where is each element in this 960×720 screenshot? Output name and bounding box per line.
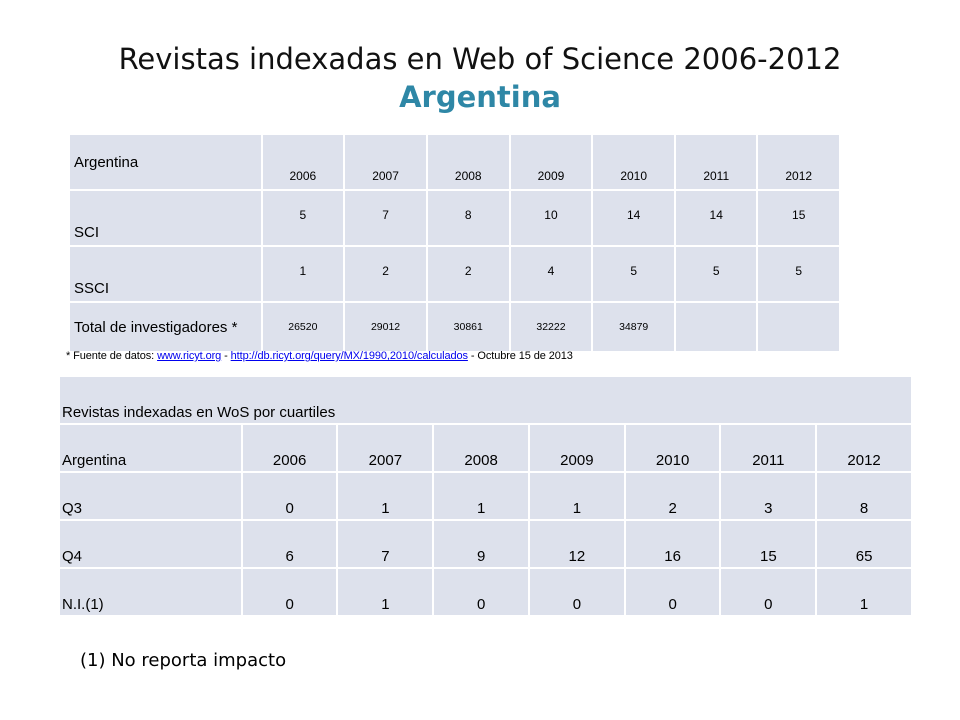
value-cell: 7	[343, 189, 428, 247]
slide-title-country: Argentina	[399, 80, 561, 114]
value-cell: 2	[343, 245, 428, 303]
value-cell: 0	[432, 567, 530, 617]
table-row: N.I.(1) 0 1 0 0 0 0 1	[58, 567, 913, 617]
row-label: N.I.(1)	[58, 567, 243, 617]
value-cell: 14	[591, 189, 677, 247]
value-cell: 5	[260, 189, 346, 247]
source-suffix: - Octubre 15 de 2013	[467, 350, 573, 362]
row-label: Q4	[58, 519, 243, 569]
year-cell: 2008	[425, 133, 511, 191]
value-cell: 0	[240, 471, 339, 521]
year-cell: 2010	[591, 133, 677, 191]
value-cell: 16	[623, 519, 722, 569]
value-cell: 6	[240, 519, 339, 569]
source-separator: -	[221, 350, 231, 362]
value-cell: 65	[815, 519, 913, 569]
table-row: Q4 6 7 9 12 16 15 65	[58, 519, 913, 569]
value-cell: 1	[527, 471, 626, 521]
value-cell: 0	[623, 567, 722, 617]
value-cell: 5	[591, 245, 677, 303]
value-cell: 8	[815, 471, 913, 521]
value-cell: 1	[432, 471, 530, 521]
year-cell: 2012	[815, 423, 913, 473]
value-cell: 1	[260, 245, 346, 303]
slide-title: Revistas indexadas en Web of Science 200…	[0, 40, 960, 116]
value-cell: 1	[336, 471, 435, 521]
year-cell: 2007	[336, 423, 435, 473]
value-cell: 30861	[425, 301, 511, 353]
value-cell: 0	[240, 567, 339, 617]
value-cell: 15	[719, 519, 818, 569]
value-cell: 0	[719, 567, 818, 617]
sci-ssci-table: Argentina 2006 2007 2008 2009 2010 2011 …	[68, 133, 841, 353]
value-cell: 34879	[591, 301, 677, 353]
value-cell: 7	[336, 519, 435, 569]
year-cell: 2009	[508, 133, 594, 191]
value-cell	[674, 301, 759, 353]
ricyt-link[interactable]: www.ricyt.org	[157, 350, 222, 362]
row-label: SSCI	[68, 245, 263, 303]
year-cell: 2010	[623, 423, 722, 473]
table-header-row: Argentina 2006 2007 2008 2009 2010 2011 …	[58, 423, 913, 473]
slide-title-main: Revistas indexadas en Web of Science 200…	[118, 42, 842, 76]
year-cell: 2011	[674, 133, 759, 191]
value-cell	[756, 301, 841, 353]
value-cell: 5	[756, 245, 841, 303]
year-cell: 2009	[527, 423, 626, 473]
value-cell: 5	[674, 245, 759, 303]
value-cell: 3	[719, 471, 818, 521]
year-cell: 2012	[756, 133, 841, 191]
year-cell: 2006	[260, 133, 346, 191]
value-cell: 2	[623, 471, 722, 521]
table-row: SSCI 1 2 2 4 5 5 5	[68, 245, 841, 303]
year-cell: 2011	[719, 423, 818, 473]
value-cell: 29012	[343, 301, 428, 353]
value-cell: 12	[527, 519, 626, 569]
value-cell: 4	[508, 245, 594, 303]
row-label: Total de investigadores *	[68, 301, 263, 353]
value-cell: 1	[815, 567, 913, 617]
year-cell: 2008	[432, 423, 530, 473]
table-row: Q3 0 1 1 1 2 3 8	[58, 471, 913, 521]
value-cell: 26520	[260, 301, 346, 353]
value-cell: 14	[674, 189, 759, 247]
table-row: SCI 5 7 8 10 14 14 15	[68, 189, 841, 247]
row-label: Q3	[58, 471, 243, 521]
value-cell: 8	[425, 189, 511, 247]
value-cell: 0	[527, 567, 626, 617]
source-prefix: * Fuente de datos:	[66, 350, 158, 362]
table-header-label: Argentina	[58, 423, 243, 473]
table-caption-row: Revistas indexadas en WoS por cuartiles	[58, 375, 913, 425]
value-cell: 32222	[508, 301, 594, 353]
value-cell: 9	[432, 519, 530, 569]
year-cell: 2007	[343, 133, 428, 191]
row-label: SCI	[68, 189, 263, 247]
table-header-label: Argentina	[68, 133, 263, 191]
impact-footnote: (1) No reporta impacto	[80, 650, 287, 671]
table-caption: Revistas indexadas en WoS por cuartiles	[58, 375, 913, 425]
ricyt-query-link[interactable]: http://db.ricyt.org/query/MX/1990,2010/c…	[230, 350, 468, 362]
table-header-row: Argentina 2006 2007 2008 2009 2010 2011 …	[68, 133, 841, 191]
value-cell: 2	[425, 245, 511, 303]
quartiles-table: Revistas indexadas en WoS por cuartiles …	[58, 375, 913, 617]
year-cell: 2006	[240, 423, 339, 473]
value-cell: 10	[508, 189, 594, 247]
table-row: Total de investigadores * 26520 29012 30…	[68, 301, 841, 353]
value-cell: 15	[756, 189, 841, 247]
value-cell: 1	[336, 567, 435, 617]
source-note: * Fuente de datos: www.ricyt.org - http:…	[66, 350, 573, 362]
